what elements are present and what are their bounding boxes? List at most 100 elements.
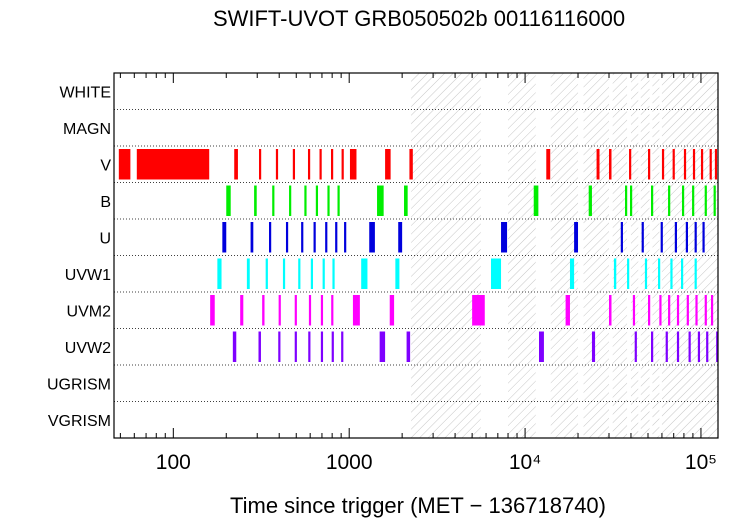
bar-b-15: [668, 185, 671, 216]
bar-v-0: [118, 149, 131, 180]
bar-uvw2-18: [706, 331, 709, 362]
bar-uvw2-6: [331, 331, 334, 362]
bar-u-15: [660, 222, 663, 253]
y-axis-labels: WHITE MAGN V B U UVW1 UVM2 UVW2 UGRISM VGRISM: [47, 84, 111, 430]
bar-uvm2-11: [565, 295, 570, 326]
bar-b-18: [704, 185, 707, 216]
bar-b-4: [304, 185, 307, 216]
x-axis-tick-labels: 100 1000 10⁴ 10⁵: [156, 451, 717, 474]
bar-uvm2-4: [294, 295, 297, 326]
bar-uvm2-18: [686, 295, 689, 326]
bar-u-18: [694, 222, 697, 253]
bar-b-7: [337, 185, 340, 216]
hatched-regions: [411, 73, 718, 438]
x-tick-label: 1000: [326, 451, 373, 474]
bar-uvm2-2: [262, 295, 265, 326]
bar-v-19: [672, 149, 675, 180]
bar-v-11: [385, 149, 391, 180]
bar-v-3: [258, 149, 262, 180]
bar-b-12: [625, 185, 628, 216]
bar-uvm2-7: [331, 295, 334, 326]
bar-u-12: [574, 222, 579, 253]
x-tick-label: 10⁵: [685, 451, 717, 474]
bar-b-14: [651, 185, 654, 216]
bar-uvw1-17: [680, 258, 684, 289]
bar-uvw2-1: [258, 331, 261, 362]
bar-uvw1-13: [627, 258, 630, 289]
y-label-b: B: [100, 194, 111, 211]
bar-v-1: [136, 149, 210, 180]
bar-u-13: [620, 222, 623, 253]
bar-v-6: [307, 149, 311, 180]
bar-b-9: [404, 185, 408, 216]
bar-uvm2-1: [240, 295, 244, 326]
bar-v-13: [546, 149, 551, 180]
bar-b-6: [327, 185, 330, 216]
y-label-ugrism: UGRISM: [47, 376, 111, 393]
bar-u-14: [641, 222, 644, 253]
bar-uvw1-3: [282, 258, 286, 289]
bar-uvw1-1: [246, 258, 250, 289]
bar-uvm2-15: [659, 295, 662, 326]
bar-u-10: [398, 222, 403, 253]
bar-v-4: [275, 149, 279, 180]
bar-uvw2-15: [676, 331, 680, 362]
bar-v-18: [661, 149, 665, 180]
bar-v-21: [692, 149, 696, 180]
bar-v-14: [596, 149, 600, 180]
bar-v-5: [292, 149, 296, 180]
bar-uvw1-5: [310, 258, 314, 289]
bar-u-7: [335, 222, 338, 253]
bar-uvw1-0: [217, 258, 222, 289]
bar-v-12: [409, 149, 413, 180]
bar-uvw1-6: [322, 258, 325, 289]
bar-u-19: [702, 222, 705, 253]
bar-uvm2-16: [668, 295, 671, 326]
bar-uvm2-21: [710, 295, 714, 326]
bar-uvw2-17: [697, 331, 701, 362]
bar-u-8: [344, 222, 347, 253]
bar-b-17: [692, 185, 695, 216]
bar-v-15: [608, 149, 612, 180]
bar-b-8: [377, 185, 384, 216]
bar-v-10: [349, 149, 357, 180]
hatched-region-5: [630, 73, 639, 438]
y-label-white: WHITE: [59, 84, 111, 101]
x-axis-label: Time since trigger (MET − 136718740): [230, 493, 606, 518]
bar-uvw1-7: [332, 258, 335, 289]
bar-v-23: [709, 149, 712, 180]
bar-uvw2-14: [665, 331, 668, 362]
bar-b-1: [254, 185, 257, 216]
bar-u-4: [301, 222, 304, 253]
bar-u-0: [222, 222, 227, 253]
bar-uvm2-13: [632, 295, 636, 326]
bar-uvw2-8: [379, 331, 386, 362]
bar-v-8: [330, 149, 334, 180]
bar-b-19: [713, 185, 716, 216]
bar-u-16: [674, 222, 677, 253]
bar-v-17: [648, 149, 651, 180]
bar-uvm2-17: [676, 295, 680, 326]
hatched-region-7: [652, 73, 660, 438]
y-label-vgrism: VGRISM: [48, 413, 111, 430]
bar-uvm2-10: [472, 295, 485, 326]
bar-uvm2-5: [308, 295, 312, 326]
bar-uvw2-0: [232, 331, 237, 362]
bar-uvm2-19: [695, 295, 698, 326]
bar-uvw1-2: [265, 258, 268, 289]
bar-v-24: [714, 149, 718, 180]
y-label-uvm2: UVM2: [67, 303, 112, 320]
bar-uvw2-5: [320, 331, 324, 362]
y-label-magn: MAGN: [63, 121, 111, 138]
bar-uvw1-8: [361, 258, 368, 289]
bar-u-3: [285, 222, 289, 253]
hatched-region-4: [612, 73, 628, 438]
bar-uvw1-11: [569, 258, 575, 289]
exposure-bars: [118, 149, 718, 362]
bar-uvw1-16: [670, 258, 673, 289]
bar-uvw1-12: [613, 258, 617, 289]
bar-uvw1-4: [298, 258, 301, 289]
bar-b-0: [226, 185, 231, 216]
bar-uvm2-9: [389, 295, 395, 326]
y-label-u: U: [99, 230, 111, 247]
